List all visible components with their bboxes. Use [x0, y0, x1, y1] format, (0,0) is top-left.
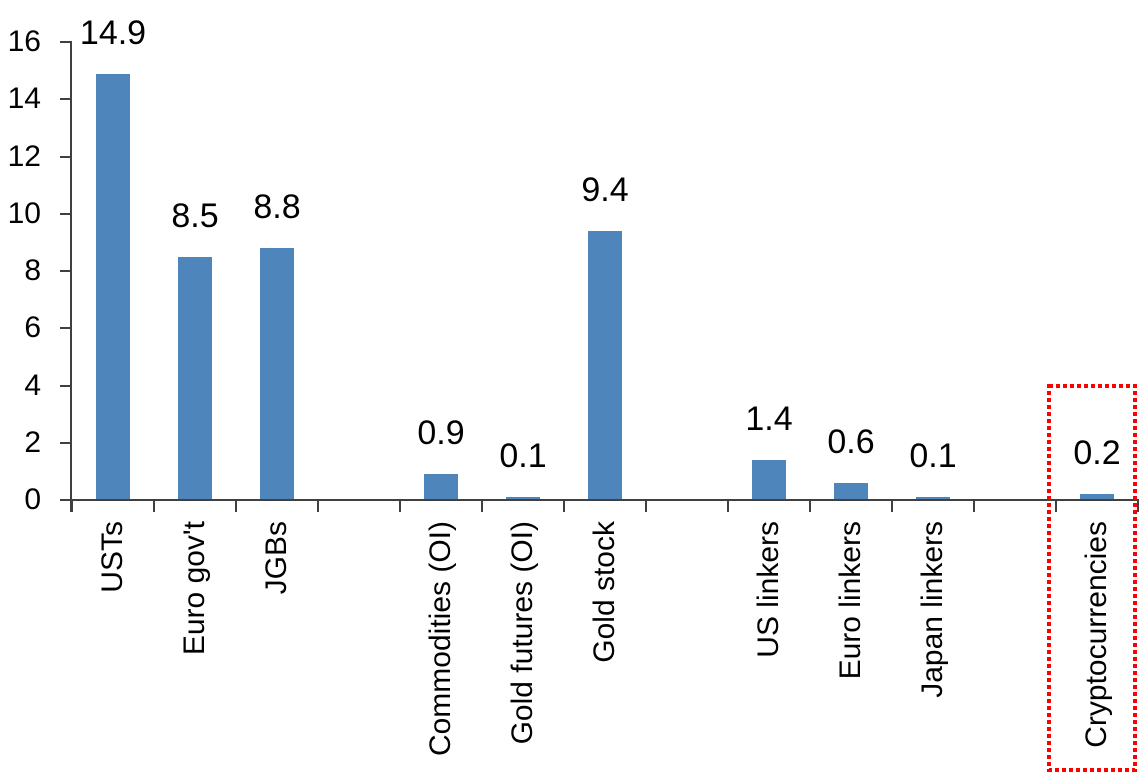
bar-usts [96, 73, 130, 500]
value-label-jgbs: 8.8 [253, 188, 301, 227]
bar-japan-linkers [916, 497, 950, 500]
x-tick-mark [809, 500, 811, 512]
x-tick-mark [399, 500, 401, 512]
x-tick-mark [1055, 500, 1057, 512]
x-axis-line [71, 499, 1139, 501]
value-label-euro-gov-t: 8.5 [171, 196, 219, 235]
y-axis-line [70, 41, 72, 512]
bar-commodities-oi [424, 474, 458, 500]
y-tick-label: 16 [7, 25, 41, 58]
x-tick-mark [317, 500, 319, 512]
bar-us-linkers [752, 459, 786, 500]
y-tick-mark [60, 384, 72, 387]
x-tick-mark [481, 500, 483, 512]
bar-gold-stock [588, 230, 622, 500]
highlight-box [1047, 384, 1137, 772]
y-tick-mark [60, 499, 72, 501]
value-label-cryptocurrencies: 0.2 [1073, 434, 1121, 473]
category-label-euro-gov-t: Euro gov't [154, 521, 236, 780]
category-label-text-gold-futures-oi: Gold futures (OI) [506, 521, 540, 745]
value-label-gold-futures-oi: 0.1 [499, 437, 547, 476]
bar-cryptocurrencies [1080, 494, 1114, 500]
category-label-euro-linkers: Euro linkers [810, 521, 892, 780]
x-tick-mark [727, 500, 729, 512]
value-label-gold-stock: 9.4 [581, 170, 629, 209]
x-tick-mark [1137, 500, 1139, 512]
x-tick-mark [71, 500, 73, 512]
y-tick-label: 10 [7, 196, 41, 230]
value-label-usts: 14.9 [79, 13, 147, 52]
category-label-us-linkers: US linkers [728, 521, 810, 780]
category-label-gold-stock: Gold stock [564, 521, 646, 780]
category-label-text-jgbs: JGBs [260, 521, 294, 595]
value-label-us-linkers: 1.4 [745, 399, 793, 438]
bar-euro-gov-t [178, 256, 212, 500]
y-tick-mark [60, 212, 72, 215]
y-tick-label: 12 [7, 139, 41, 173]
x-tick-mark [891, 500, 893, 512]
x-tick-mark [563, 500, 565, 512]
category-label-text-commodities-oi: Commodities (OI) [424, 521, 458, 757]
y-tick-mark [60, 41, 72, 43]
category-label-gold-futures-oi: Gold futures (OI) [482, 521, 564, 780]
y-tick-mark [60, 270, 72, 272]
bar-euro-linkers [834, 482, 868, 500]
y-tick-label: 8 [24, 254, 41, 287]
value-label-commodities-oi: 0.9 [417, 414, 465, 453]
y-tick-mark [60, 155, 72, 158]
y-tick-label: 14 [7, 82, 41, 116]
bar-gold-futures-oi [506, 497, 540, 500]
category-label-text-usts: USTs [96, 521, 130, 593]
y-tick-mark [60, 98, 72, 101]
category-label-jgbs: JGBs [236, 521, 318, 780]
bar-jgbs [260, 248, 294, 500]
category-label-text-japan-linkers: Japan linkers [916, 521, 950, 698]
y-tick-mark [60, 441, 72, 444]
y-tick-label: 4 [24, 368, 41, 402]
highlight-rect [1047, 384, 1137, 772]
value-label-japan-linkers: 0.1 [909, 437, 957, 476]
category-label-text-us-linkers: US linkers [752, 521, 786, 658]
x-tick-mark [645, 500, 647, 512]
x-tick-mark [153, 500, 155, 512]
y-tick-label: 2 [24, 425, 41, 459]
y-tick-label: 6 [24, 311, 41, 345]
category-label-commodities-oi: Commodities (OI) [400, 521, 482, 780]
y-tick-mark [60, 327, 72, 330]
category-label-text-gold-stock: Gold stock [588, 521, 622, 663]
category-label-text-euro-gov-t: Euro gov't [178, 521, 212, 656]
y-tick-label: 0 [24, 483, 41, 516]
category-label-text-euro-linkers: Euro linkers [834, 521, 868, 680]
category-label-usts: USTs [72, 521, 154, 780]
value-label-euro-linkers: 0.6 [827, 422, 875, 461]
category-label-japan-linkers: Japan linkers [892, 521, 974, 780]
x-tick-mark [235, 500, 237, 512]
x-tick-mark [973, 500, 975, 512]
